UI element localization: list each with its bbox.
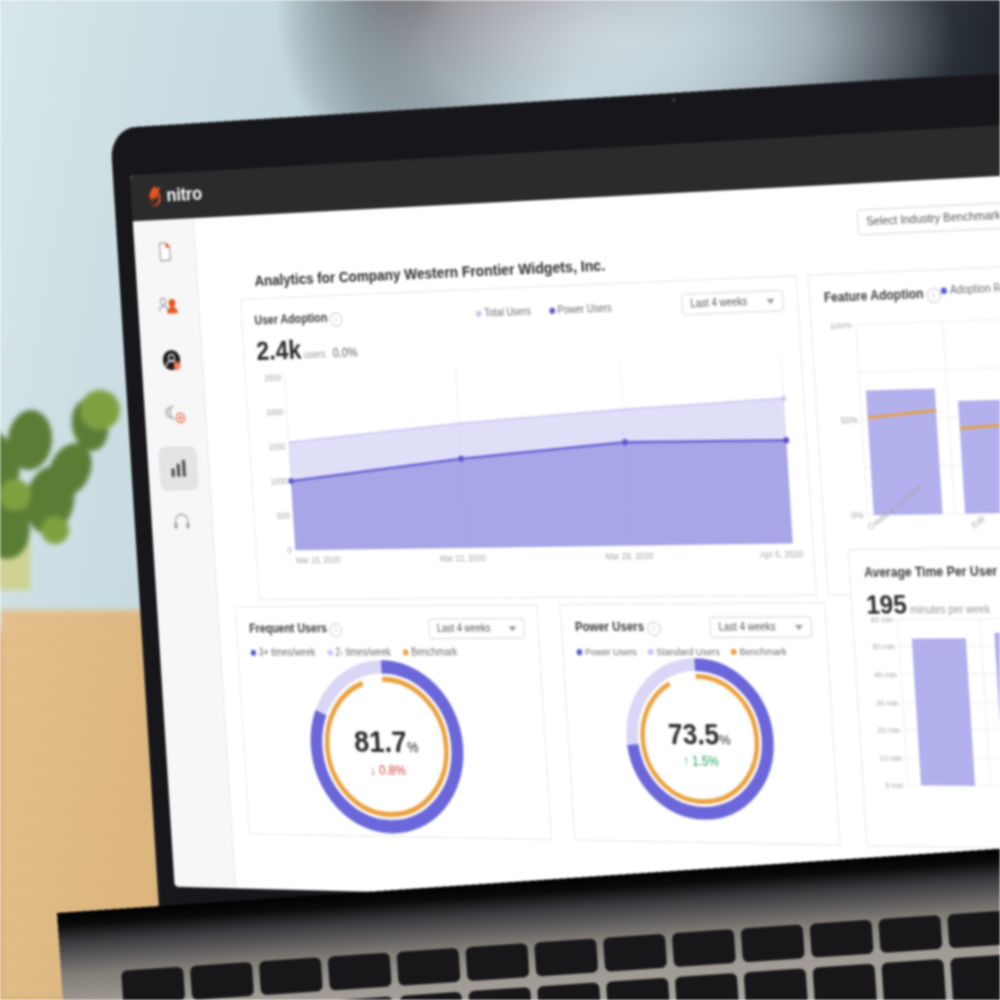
svg-text:↑ 1.5%: ↑ 1.5% [683,755,720,769]
svg-text:Mar 22, 2020: Mar 22, 2020 [440,553,487,564]
svg-text:Mar 29, 2020: Mar 29, 2020 [605,550,654,561]
svg-text:500: 500 [277,510,290,521]
svg-text:50%: 50% [840,415,858,426]
svg-text:1000: 1000 [271,476,289,487]
svg-text:Apr 5, 2020: Apr 5, 2020 [760,548,804,559]
svg-text:↓ 0.8%: ↓ 0.8% [369,762,406,778]
svg-text:50 min: 50 min [872,642,895,652]
svg-text:81.7%: 81.7% [353,725,419,760]
svg-text:2500: 2500 [264,372,282,383]
svg-text:0%: 0% [851,510,865,521]
svg-text:30 min: 30 min [876,698,899,708]
svg-text:10: 10 [175,363,180,369]
svg-text:10 min: 10 min [879,753,902,763]
svg-text:Edit: Edit [970,513,988,530]
svg-text:100%: 100% [830,319,853,331]
svg-text:73.5%: 73.5% [667,718,731,751]
svg-text:1500: 1500 [268,441,286,452]
svg-text:Mar 15, 2020: Mar 15, 2020 [296,554,341,565]
svg-text:40 min: 40 min [874,670,897,680]
svg-text:2000: 2000 [266,407,284,418]
svg-text:60 min: 60 min [870,615,893,625]
svg-text:0: 0 [287,545,292,555]
svg-text:20 min: 20 min [877,725,900,735]
svg-text:0 min: 0 min [885,780,904,790]
